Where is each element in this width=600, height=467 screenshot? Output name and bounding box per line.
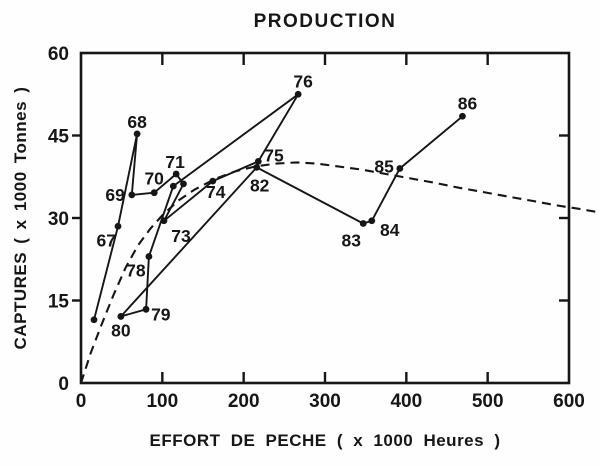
y-tick-label: 30	[48, 209, 69, 230]
x-tick-label: 600	[553, 391, 585, 412]
year-label-83: 83	[341, 231, 361, 251]
year-label-76: 76	[293, 71, 313, 91]
data-point-73	[160, 217, 168, 225]
data-point-74	[209, 177, 217, 185]
data-point-78	[145, 253, 153, 260]
x-tick-label: 0	[76, 391, 87, 412]
production-model-curve	[80, 161, 600, 384]
year-label-68: 68	[127, 112, 147, 132]
data-point-69	[128, 191, 136, 199]
data-point-67	[114, 222, 122, 230]
data-point-68	[133, 130, 141, 138]
year-label-82: 82	[250, 175, 270, 195]
data-point-66	[90, 316, 98, 324]
data-point-80	[117, 313, 125, 320]
data-point-79	[142, 305, 150, 313]
x-tick-label: 200	[228, 391, 260, 412]
x-tick-label: 100	[146, 391, 178, 412]
year-label-67: 67	[97, 230, 116, 250]
year-label-85: 85	[374, 157, 394, 177]
year-label-86: 86	[458, 93, 478, 113]
plot-border	[79, 51, 571, 385]
chart-title: PRODUCTION	[253, 11, 397, 32]
data-point-86	[459, 112, 466, 120]
year-label-73: 73	[171, 226, 191, 246]
y-tick-label: 45	[48, 127, 70, 148]
year-label-74: 74	[206, 182, 226, 202]
data-point-82	[253, 164, 261, 171]
x-tick-label: 500	[472, 391, 504, 412]
y-tick-label: 15	[48, 292, 70, 313]
data-point-76	[294, 90, 302, 98]
data-point-72	[180, 180, 187, 188]
year-label-84: 84	[380, 220, 400, 240]
year-label-71: 71	[165, 152, 185, 172]
year-label-69: 69	[105, 185, 125, 205]
year-label-80: 80	[111, 320, 131, 340]
y-tick-label: 0	[58, 374, 69, 395]
y-tick-label: 60	[48, 44, 69, 65]
data-point-84	[368, 217, 376, 225]
year-label-79: 79	[151, 304, 171, 324]
data-point-75	[254, 157, 262, 165]
data-point-77	[169, 182, 177, 190]
year-label-75: 75	[264, 145, 284, 165]
data-point-71	[172, 170, 180, 178]
x-tick-label: 300	[309, 391, 341, 412]
data-point-85	[396, 165, 404, 172]
data-point-70	[150, 189, 158, 197]
year-label-70: 70	[144, 169, 164, 189]
x-tick-label: 400	[390, 391, 422, 412]
data-point-83	[359, 220, 367, 227]
catch-effort-path	[93, 93, 464, 321]
x-axis-title: EFFORT DE PECHE ( x 1000 Heures )	[149, 431, 501, 450]
year-label-78: 78	[126, 261, 146, 281]
